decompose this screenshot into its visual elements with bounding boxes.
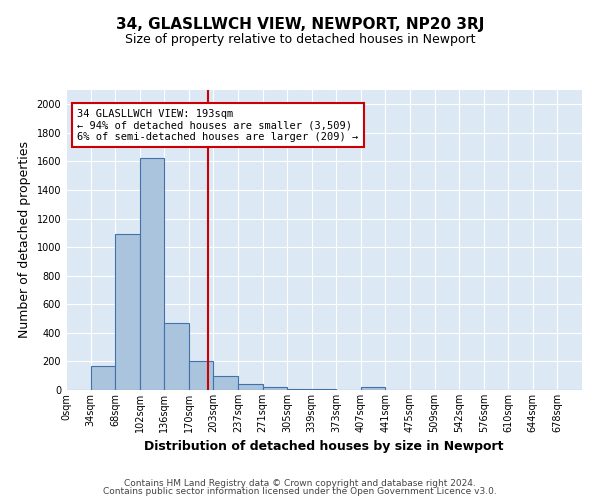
Bar xyxy=(214,376,238,390)
X-axis label: Distribution of detached houses by size in Newport: Distribution of detached houses by size … xyxy=(144,440,504,454)
Bar xyxy=(361,388,385,390)
Y-axis label: Number of detached properties: Number of detached properties xyxy=(18,142,31,338)
Text: 34, GLASLLWCH VIEW, NEWPORT, NP20 3RJ: 34, GLASLLWCH VIEW, NEWPORT, NP20 3RJ xyxy=(116,18,484,32)
Bar xyxy=(91,366,115,390)
Text: Contains public sector information licensed under the Open Government Licence v3: Contains public sector information licen… xyxy=(103,487,497,496)
Bar xyxy=(263,387,287,390)
Bar xyxy=(287,389,312,390)
Text: Size of property relative to detached houses in Newport: Size of property relative to detached ho… xyxy=(125,32,475,46)
Text: 34 GLASLLWCH VIEW: 193sqm
← 94% of detached houses are smaller (3,509)
6% of sem: 34 GLASLLWCH VIEW: 193sqm ← 94% of detac… xyxy=(77,108,358,142)
Bar xyxy=(115,234,140,390)
Bar xyxy=(238,384,263,390)
Bar xyxy=(312,389,336,390)
Bar xyxy=(189,362,214,390)
Bar xyxy=(164,323,189,390)
Text: Contains HM Land Registry data © Crown copyright and database right 2024.: Contains HM Land Registry data © Crown c… xyxy=(124,478,476,488)
Bar xyxy=(140,158,164,390)
